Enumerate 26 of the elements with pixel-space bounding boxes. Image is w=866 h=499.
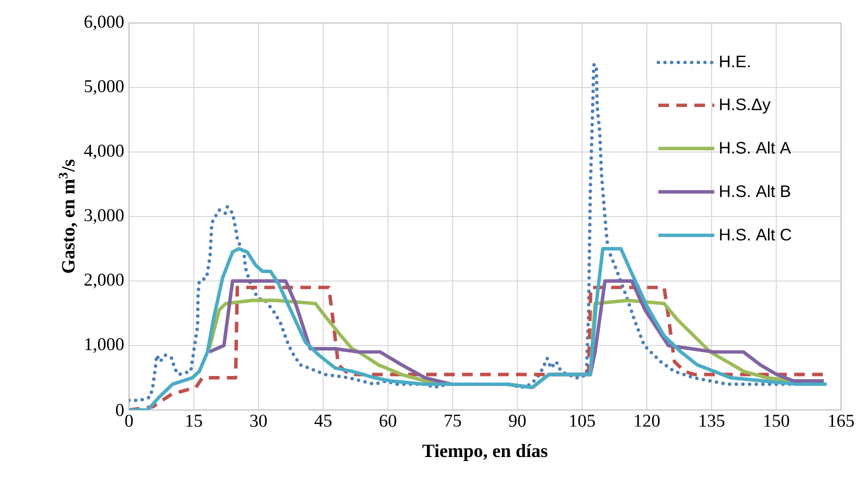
legend-label: H.S. Alt A: [720, 141, 791, 154]
y-tick-label: 3,000: [84, 209, 124, 224]
y-tick-label: 6,000: [84, 16, 124, 30]
y-tick-label: 4,000: [84, 144, 124, 160]
x-tick-label: 15: [186, 414, 202, 427]
x-tick-label: 45: [314, 414, 332, 427]
x-tick-label: 150: [764, 414, 790, 427]
legend-label: H.S. Alt B: [720, 184, 790, 198]
y-tick-label: 5,000: [84, 80, 124, 95]
legend-label: H.S. Alt C: [720, 228, 792, 241]
x-tick-label: 135: [700, 414, 724, 427]
x-tick-label: 60: [380, 414, 396, 427]
legend-label: H.E.: [720, 56, 750, 68]
x-tick-label: 30: [250, 414, 267, 427]
y-tick-label: 2,000: [84, 274, 124, 288]
y-axis-title: Gasto, en m$^{3}$/s: [58, 160, 78, 273]
x-tick-label: 90: [508, 414, 526, 427]
y-tick-label: 0: [116, 404, 124, 416]
x-tick-label: 165: [829, 414, 854, 427]
x-tick-label: 0: [125, 414, 133, 427]
legend-label: H.S.Δy: [720, 98, 771, 114]
x-tick-label: 105: [570, 414, 595, 427]
y-tick-label: 1,000: [85, 338, 124, 353]
x-tick-label: 120: [634, 414, 660, 427]
x-tick-label: 75: [444, 414, 461, 427]
x-axis-title: Tiempo, en días: [422, 444, 548, 461]
